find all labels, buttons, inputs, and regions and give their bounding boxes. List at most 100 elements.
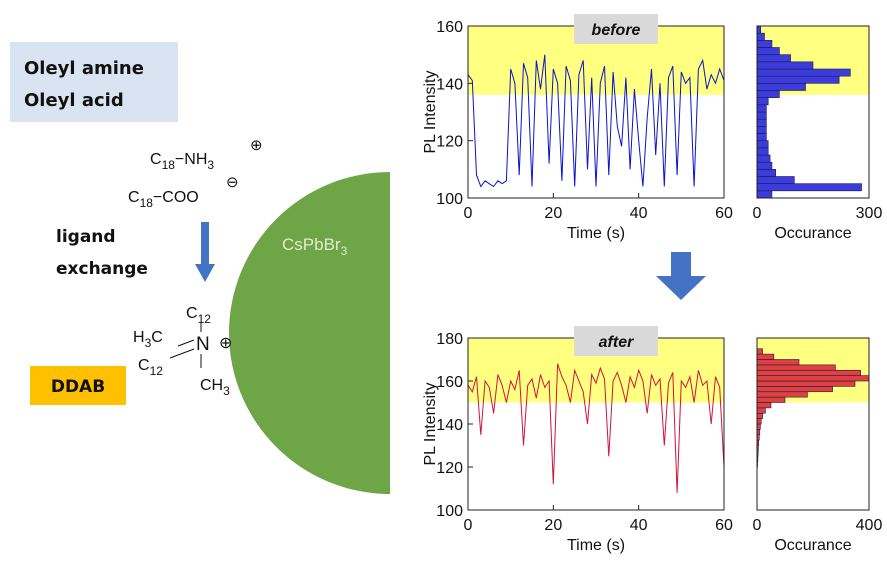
chart: 0 400 Occurance xyxy=(753,337,883,554)
hist-bar xyxy=(756,140,769,149)
x-axis-label: Occurance xyxy=(774,537,851,554)
hist-bar xyxy=(756,32,765,41)
hist-bar xyxy=(756,348,763,355)
x-tick-label: 400 xyxy=(856,517,883,534)
hist-bar xyxy=(756,83,806,91)
chart: 0 300 Occurance xyxy=(753,25,882,242)
x-tick-label: 0 xyxy=(753,517,762,534)
product-box xyxy=(30,366,126,405)
bond xyxy=(177,339,195,347)
formula-part: C xyxy=(138,357,150,374)
hist-bar xyxy=(756,68,851,77)
hist-bar xyxy=(756,353,775,360)
hist-bar xyxy=(756,386,833,393)
formula: C18−COO xyxy=(128,189,199,210)
x-tick-label: 60 xyxy=(715,205,733,222)
hist-bar xyxy=(756,183,862,192)
arrow xyxy=(656,276,706,300)
nanocrystal xyxy=(229,172,390,494)
subscript: 18 xyxy=(162,158,176,172)
y-tick-label: 120 xyxy=(436,460,463,477)
hist-bar xyxy=(756,97,769,106)
charge: ⊕ xyxy=(250,137,263,154)
formula-part: H xyxy=(133,329,145,346)
hist-bar xyxy=(756,154,771,163)
annotation-box xyxy=(574,14,658,44)
ligand-name: Oleyl acid xyxy=(24,90,124,111)
formula: C18−NH3 xyxy=(150,151,214,172)
hist-bar xyxy=(756,375,870,382)
axes-frame xyxy=(756,25,870,199)
x-tick-label: 20 xyxy=(544,517,562,534)
formula: H3C xyxy=(133,329,163,350)
x-tick-label: 40 xyxy=(630,205,648,222)
x-tick-label: 0 xyxy=(753,205,762,222)
annotation-box xyxy=(574,326,658,356)
hist-bar xyxy=(756,380,856,387)
hist-bar xyxy=(756,54,791,63)
ligand-name: Oleyl amine xyxy=(24,58,144,79)
y-tick-label: 160 xyxy=(436,19,463,36)
y-axis-label: PL Intensity xyxy=(422,382,439,465)
subscript: 3 xyxy=(341,244,348,258)
arrow xyxy=(195,264,215,282)
subscript: 18 xyxy=(140,196,154,210)
formula-part: C xyxy=(151,329,163,346)
hist-bar xyxy=(756,391,808,398)
bond xyxy=(169,348,195,359)
y-tick-label: 120 xyxy=(436,134,463,151)
hist-bar xyxy=(756,412,763,419)
atom: N xyxy=(196,334,210,355)
formula-part: C xyxy=(186,305,198,322)
arrow xyxy=(671,252,691,278)
x-axis-label: Time (s) xyxy=(567,537,625,554)
ligand-box xyxy=(10,42,178,122)
hist-bar xyxy=(756,126,767,134)
x-axis-label: Time (s) xyxy=(567,225,625,242)
formula: C12 xyxy=(186,305,211,326)
chart: 0 20 40 60 100 120 140 160 180 Time (s) PL Intensi… xyxy=(422,326,733,554)
hist-bar xyxy=(756,169,776,177)
formula: CH3 xyxy=(200,377,230,398)
hist-bar xyxy=(756,364,836,371)
hist-bar xyxy=(756,118,767,127)
annotation: after xyxy=(599,334,634,351)
hist-bar xyxy=(756,40,773,48)
formula-part: −NH xyxy=(175,151,207,168)
annotation: before xyxy=(592,22,641,39)
subscript: 3 xyxy=(207,158,214,172)
x-tick-label: 40 xyxy=(630,517,648,534)
hist-bar xyxy=(756,359,800,366)
y-axis-label: PL Intensity xyxy=(422,70,439,153)
hist-bar xyxy=(756,75,840,84)
nanocrystal-label: CsPbBr3 xyxy=(282,235,348,258)
trace xyxy=(467,363,725,493)
x-tick-label: 20 xyxy=(544,205,562,222)
subscript: 3 xyxy=(223,384,230,398)
subscript: 12 xyxy=(198,312,212,326)
axes-frame xyxy=(756,337,870,511)
formula-part: CH xyxy=(200,377,223,394)
hist-bar xyxy=(756,402,772,409)
y-tick-label: 180 xyxy=(436,331,463,348)
label: ligand xyxy=(56,227,116,247)
hist-bar xyxy=(756,190,773,199)
formula-part: C xyxy=(150,151,162,168)
formula-part: C xyxy=(128,189,140,206)
hist-bar xyxy=(756,90,780,98)
x-tick-label: 60 xyxy=(715,517,733,534)
y-tick-label: 100 xyxy=(436,503,463,520)
subscript: 3 xyxy=(145,336,152,350)
arrow xyxy=(201,222,209,266)
hist-bar xyxy=(756,418,762,425)
x-tick-label: 0 xyxy=(464,517,473,534)
product-name: DDAB xyxy=(51,377,105,397)
hist-bar xyxy=(756,61,814,70)
subscript: 12 xyxy=(150,364,164,378)
charge: ⊖ xyxy=(226,174,239,191)
hist-bar xyxy=(756,423,761,430)
hist-bar xyxy=(756,133,767,141)
formula: C12 xyxy=(138,357,163,378)
hist-bar xyxy=(756,147,769,156)
